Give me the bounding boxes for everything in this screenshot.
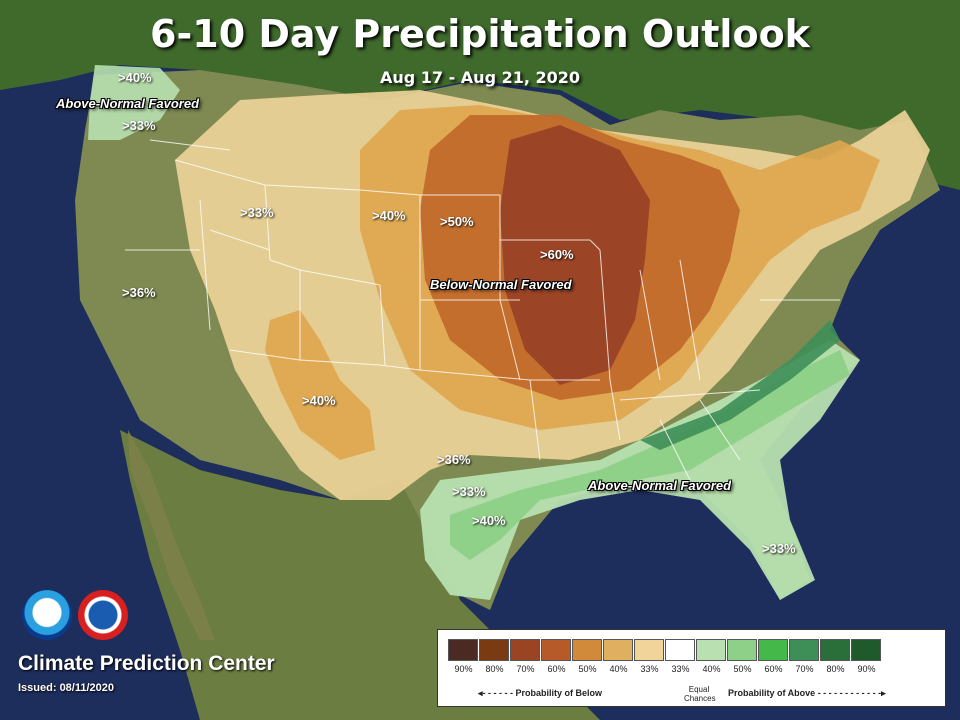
legend-swatch [448,639,478,661]
left-arrow-icon: ◂- - - - - - [478,688,516,698]
baja-land [128,430,215,640]
legend-swatch [541,639,571,661]
legend-swatch [479,639,509,661]
legend-swatch [851,639,881,661]
legend-below-text: Probability of Below [515,688,603,698]
contour-label: >33% [122,118,156,133]
contour-label: >50% [440,214,474,229]
legend-swatch [820,639,850,661]
legend-tick: 80% [826,664,845,674]
legend-tick: 40% [702,664,721,674]
map-title: 6-10 Day Precipitation Outlook [150,12,810,56]
nws-logo [78,590,128,640]
legend: 90% 80% 70% 60% 50% 40% 33% 33% 40% 50% 60% 70% 80% 9… [437,629,946,707]
legend-tick: 90% [454,664,473,674]
contour-label: >60% [540,247,574,262]
contour-label: >36% [437,452,471,467]
issued-date: Issued: 08/11/2020 [18,682,115,694]
state-boundaries [125,139,840,481]
above-nw-zone [88,65,180,140]
legend-tick: 80% [485,664,504,674]
legend-swatch [603,639,633,661]
org-name: Climate Prediction Center [18,652,275,675]
contour-label: >40% [372,208,406,223]
legend-swatch [696,639,726,661]
map-subtitle: Aug 17 - Aug 21, 2020 [379,68,581,87]
legend-swatch [510,639,540,661]
legend-swatch [634,639,664,661]
legend-tick: 33% [640,664,659,674]
legend-swatches [448,639,882,661]
legend-swatch [789,639,819,661]
legend-tick: 70% [516,664,535,674]
legend-above-text: Probability of Above [728,688,816,698]
legend-tick: 90% [857,664,876,674]
legend-above-label: Probability of Above - - - - - - - - - -… [728,688,886,699]
above-normal-label-se: Above-Normal Favored [588,478,732,493]
legend-swatch [572,639,602,661]
legend-tick: 50% [578,664,597,674]
right-arrow-icon: - - - - - - - - - - - -▸ [815,688,886,698]
legend-tick: 70% [795,664,814,674]
sw-40-zone [265,310,375,460]
legend-below-label: ◂- - - - - - Probability of Below [478,688,602,699]
contour-label: >40% [472,513,506,528]
legend-tick: 40% [609,664,628,674]
legend-equal-label: Equal Chances [684,685,716,703]
canada-land [0,0,960,190]
below-60-zone [500,125,650,385]
noaa-logo [22,590,72,640]
legend-tick: 50% [733,664,752,674]
legend-swatch [727,639,757,661]
contour-label: >36% [122,285,156,300]
legend-tick: 60% [547,664,566,674]
contour-label: >33% [452,484,486,499]
contour-label: >40% [118,70,152,85]
above-se-50-zone [640,320,840,450]
contour-label: >40% [302,393,336,408]
legend-swatch [758,639,788,661]
contour-label: >33% [240,205,274,220]
contour-label: >33% [762,541,796,556]
legend-tick: 33% [671,664,690,674]
legend-swatch [665,639,695,661]
legend-tick: 60% [764,664,783,674]
legend-ticks: 90% 80% 70% 60% 50% 40% 33% 33% 40% 50% 60% 70% 80% 9… [448,664,882,674]
below-normal-label: Below-Normal Favored [430,277,572,292]
above-normal-label-nw: Above-Normal Favored [56,96,200,111]
